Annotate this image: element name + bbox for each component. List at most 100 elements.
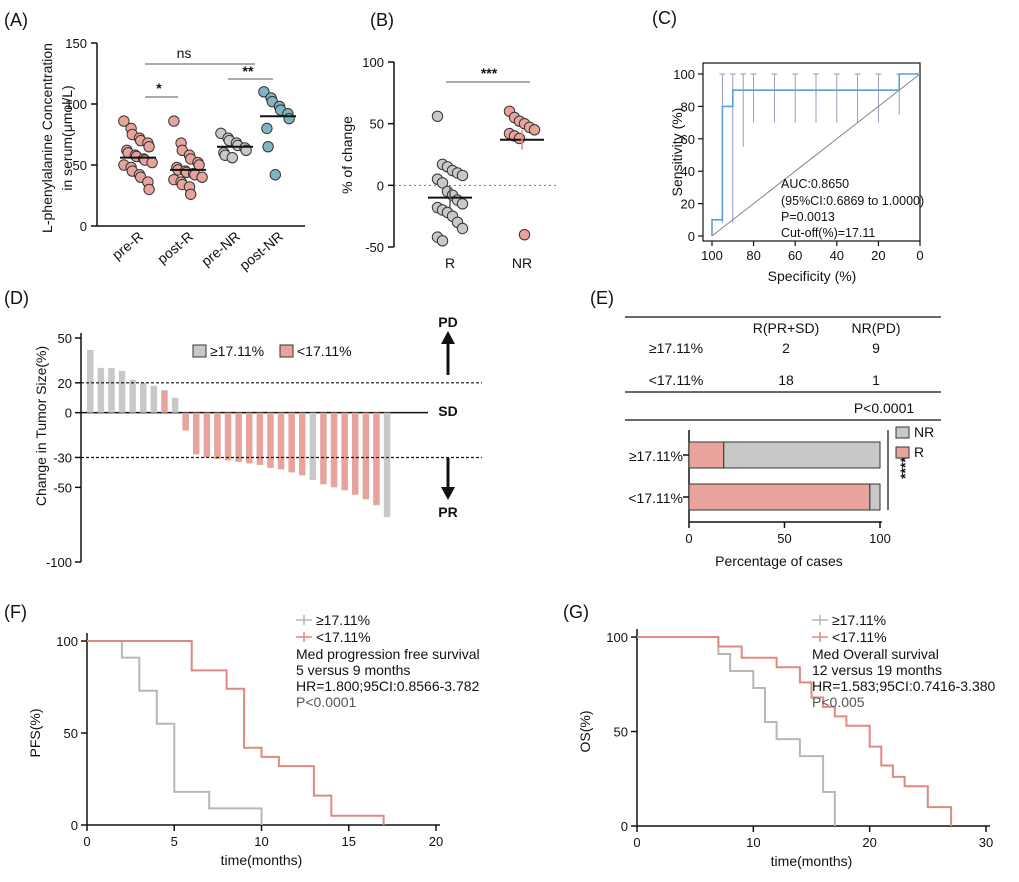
a-point (146, 156, 158, 169)
d-pr-label: PR (438, 504, 457, 520)
d-bar (108, 367, 115, 413)
e-bar-x-tick-label: 50 (777, 531, 791, 546)
e-table-cell: 9 (872, 340, 880, 356)
e-bar-r (688, 483, 871, 511)
b-point (518, 228, 531, 241)
panel-label-c: (C) (652, 8, 677, 28)
g-annotation: P<0.005 (812, 694, 865, 710)
b-point (456, 222, 469, 235)
e-bar-x-tick-label: 100 (869, 531, 891, 546)
d-bar (277, 412, 285, 470)
panel-label-f: (F) (4, 602, 27, 622)
e-bar-x-axis-label: Percentage of cases (715, 553, 843, 569)
a-point (143, 141, 155, 153)
a-x-tick-label: pre-NR (198, 228, 243, 269)
a-y-tick-label: 0 (80, 219, 87, 234)
a-sig-text: ** (243, 63, 254, 79)
a-point (118, 115, 130, 127)
f-y-tick-label: 50 (64, 726, 78, 741)
a-point (226, 151, 239, 164)
c-annotation: Cut-off(%)=17.11 (781, 226, 875, 240)
c-plot-frame (702, 62, 921, 242)
b-sig-text: *** (481, 65, 498, 81)
a-point (196, 171, 208, 183)
a-point (269, 169, 281, 181)
panel-label-e: (E) (590, 288, 614, 308)
f-x-tick-label: 0 (83, 834, 90, 849)
d-bar (171, 397, 179, 413)
d-y-axis-label: Change in Tumor Size(%) (33, 346, 49, 506)
g-km-curve (637, 636, 953, 826)
g-x-tick-label: 0 (633, 835, 640, 850)
d-sd-label: SD (438, 403, 457, 419)
b-x-tick-label: NR (512, 255, 532, 271)
d-bar (256, 412, 264, 465)
c-x-tick-label: 20 (871, 248, 885, 263)
d-legend-label: ≥17.11% (210, 343, 264, 359)
b-y-tick-label: -50 (365, 240, 384, 255)
b-point (436, 177, 449, 189)
c-x-tick-label: 100 (701, 248, 723, 263)
c-x-tick-label: 40 (830, 248, 844, 263)
e-bar-category-label: <17.11% (628, 490, 683, 506)
d-bar (362, 412, 370, 500)
a-point (258, 86, 270, 98)
b-point (456, 169, 469, 182)
a-y-axis-label: L-phenylalanine Concentration (39, 43, 55, 233)
f-annotation: HR=1.800;95CI:0.8566-3.782 (296, 678, 480, 694)
d-bar (203, 412, 211, 458)
f-y-tick-label: 100 (56, 634, 78, 649)
c-annotation: AUC:0.8650 (781, 177, 849, 191)
e-table-row-label: ≥17.11% (649, 340, 703, 356)
a-sig-text: * (156, 80, 162, 96)
g-y-axis-label: OS(%) (577, 711, 593, 753)
e-legend-swatch (895, 446, 910, 459)
d-bar (341, 412, 348, 491)
e-bar-category-label: ≥17.11% (629, 448, 683, 464)
a-y-tick-label: 150 (65, 36, 87, 51)
d-pd-arrowhead (441, 331, 455, 344)
a-sig-text: ns (177, 45, 192, 61)
d-bar (97, 367, 105, 413)
c-x-axis-label: Specificity (%) (768, 268, 857, 284)
g-x-tick-label: 30 (979, 835, 993, 850)
b-y-tick-label: 50 (370, 117, 384, 132)
a-point (240, 144, 252, 157)
a-y-axis-label: in serum(μmol/L) (59, 85, 75, 190)
d-bar (373, 412, 380, 506)
c-y-tick-label: 40 (681, 164, 695, 179)
e-legend-label: NR (914, 424, 934, 440)
g-x-axis-label: time(months) (771, 853, 853, 869)
e-bar-r (688, 441, 725, 469)
f-annotation: Med progression free survival (296, 646, 480, 662)
c-y-tick-label: 80 (681, 99, 695, 114)
d-bar (182, 412, 189, 431)
g-y-tick-label: 0 (621, 819, 628, 834)
f-annotation: P<0.0001 (296, 694, 357, 710)
d-legend-swatch (192, 344, 207, 358)
b-x-tick-label: R (445, 255, 455, 271)
b-y-axis-label: % of change (339, 116, 355, 194)
d-bar (352, 412, 359, 495)
a-point (143, 183, 155, 196)
d-y-tick-label: -100 (46, 555, 72, 570)
d-y-tick-label: -30 (53, 450, 72, 465)
d-legend-label: <17.11% (297, 343, 352, 359)
d-bar (87, 349, 94, 413)
f-annotation: 5 versus 9 months (296, 662, 410, 678)
d-bar (161, 390, 168, 413)
d-y-tick-label: 50 (58, 331, 72, 346)
a-y-tick-label: 100 (65, 97, 87, 112)
d-y-tick-label: 0 (65, 406, 72, 421)
c-x-tick-label: 0 (916, 248, 923, 263)
d-bar (246, 412, 253, 464)
a-x-tick-label: post-R (154, 228, 196, 267)
d-legend-swatch (279, 344, 294, 358)
g-annotation: Med Overall survival (812, 646, 939, 662)
e-bar-sig-text: **** (897, 457, 913, 479)
a-x-tick-label: pre-R (109, 228, 146, 263)
b-y-tick-label: 0 (377, 178, 384, 193)
d-bar (214, 412, 221, 459)
d-y-tick-label: 20 (58, 376, 72, 391)
